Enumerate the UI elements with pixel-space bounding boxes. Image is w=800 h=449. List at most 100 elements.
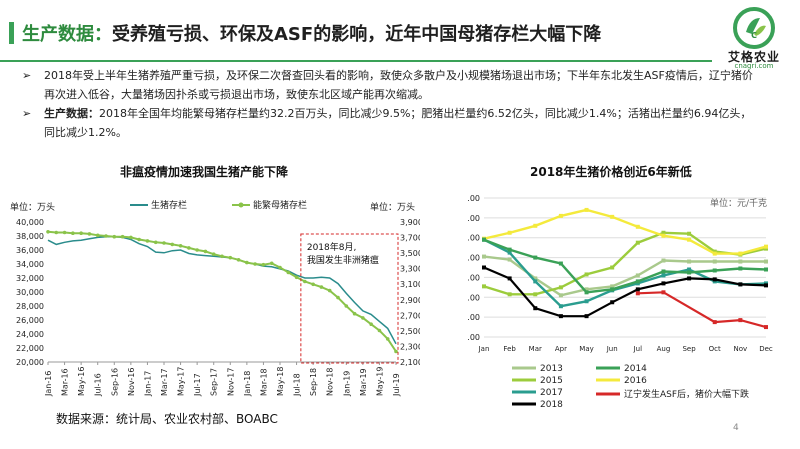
data-point xyxy=(170,242,175,247)
data-point xyxy=(112,234,117,239)
left-tick-label: 24,000 xyxy=(16,330,44,339)
data-point xyxy=(687,267,692,272)
data-point xyxy=(764,267,768,272)
data-point xyxy=(584,290,589,295)
legend-label: 2015 xyxy=(540,376,563,386)
data-point xyxy=(610,287,615,292)
data-point xyxy=(584,299,589,304)
data-point xyxy=(584,314,589,319)
data-point xyxy=(245,260,249,265)
data-point xyxy=(153,240,158,245)
right-tick-label: 3,700 xyxy=(400,234,420,243)
data-point xyxy=(738,266,743,271)
x-tick-label: Jul-16 xyxy=(94,373,103,397)
data-point xyxy=(738,251,743,256)
bullet-item: ➢ 生产数据：2018年全国年均能繁母猪存栏量约32.2百万头，同比减少9.5%… xyxy=(22,104,762,142)
left-tick-label: 36,000 xyxy=(16,246,44,255)
left-tick-label: 38,000 xyxy=(16,232,44,241)
bullet-text: 2018年受上半年生猪养殖严重亏损，及环保二次督查回头看的影响，致使众多散户及小… xyxy=(44,69,753,101)
data-point xyxy=(712,259,717,264)
data-point xyxy=(269,261,274,266)
data-point xyxy=(162,241,166,245)
left-tick-label: 34,000 xyxy=(16,260,44,269)
data-point xyxy=(220,254,224,259)
legend-label: 2017 xyxy=(540,388,563,398)
data-point xyxy=(129,235,133,240)
x-tick-label: Mar-18 xyxy=(259,368,268,396)
left-tick-label: 20,000 xyxy=(16,358,44,367)
data-point xyxy=(178,244,183,248)
x-tick-label: Nov-16 xyxy=(127,368,136,396)
right-tick-label: 3,500 xyxy=(400,249,420,258)
data-point xyxy=(394,349,398,354)
bullet-arrow-icon: ➢ xyxy=(22,107,32,120)
series-line-2014 xyxy=(483,238,767,294)
right-chart-title: 2018年生猪价格创近6年新低 xyxy=(530,165,692,179)
data-point xyxy=(558,314,563,319)
data-point xyxy=(507,292,512,297)
data-point xyxy=(95,233,100,238)
right-tick-label: 3,100 xyxy=(400,280,420,289)
y-tick-label: 16.00 xyxy=(468,254,480,263)
data-point xyxy=(661,233,666,238)
data-point xyxy=(584,287,589,292)
data-point xyxy=(294,275,299,280)
data-point xyxy=(286,270,291,275)
data-point xyxy=(610,300,615,305)
title-rest: 受养殖亏损、环保及ASF的影响，近年中国母猪存栏大幅下降 xyxy=(112,24,602,45)
data-point xyxy=(558,285,563,290)
data-point xyxy=(87,232,92,236)
data-point xyxy=(661,290,666,295)
data-point xyxy=(203,249,208,254)
data-point xyxy=(661,281,666,286)
data-point xyxy=(236,258,241,262)
x-tick-label: Jan-19 xyxy=(342,371,351,397)
data-point xyxy=(507,276,512,281)
data-point xyxy=(253,262,257,266)
page-number: 4 xyxy=(733,423,739,433)
data-point xyxy=(610,284,615,289)
right-tick-label: 2,900 xyxy=(400,296,420,305)
x-tick-label: May-17 xyxy=(177,367,186,396)
x-tick-label: Nov-17 xyxy=(226,368,235,396)
page-title: 生产数据：受养殖亏损、环保及ASF的影响，近年中国母猪存栏大幅下降 xyxy=(22,20,601,46)
data-point xyxy=(558,293,563,298)
annotation-text: 2018年8月, xyxy=(307,241,357,253)
data-point xyxy=(278,265,282,270)
title-divider xyxy=(0,60,712,62)
logo-url: cnagri.com xyxy=(734,62,774,70)
x-tick-label: Sep-18 xyxy=(309,368,318,396)
legend-label: 2014 xyxy=(624,364,647,374)
data-point xyxy=(482,254,486,259)
x-tick-label: Nov xyxy=(734,345,748,353)
data-point xyxy=(635,291,640,296)
data-point xyxy=(635,287,640,292)
y-tick-label: 20.00 xyxy=(468,214,480,223)
x-tick-label: Apr xyxy=(555,345,567,353)
left-tick-label: 26,000 xyxy=(16,316,44,325)
right-tick-label: 2,500 xyxy=(400,327,420,336)
data-point xyxy=(687,259,692,264)
series-line-2015 xyxy=(483,231,767,296)
data-point xyxy=(635,224,640,229)
series-line-2017 xyxy=(483,238,767,308)
x-tick-label: Sep-16 xyxy=(110,368,119,396)
data-point xyxy=(327,288,332,293)
data-point xyxy=(507,257,512,262)
company-logo: C 艾格农业 cnagri.com xyxy=(712,6,796,70)
legend-label: 能繁母猪存栏 xyxy=(253,199,307,211)
data-point xyxy=(352,311,357,316)
data-point xyxy=(303,279,307,284)
data-point xyxy=(369,322,373,326)
data-point xyxy=(584,207,589,212)
series-line-2018 xyxy=(483,266,767,318)
data-point xyxy=(533,276,538,281)
data-point xyxy=(764,244,768,249)
x-tick-label: Mar xyxy=(529,345,542,353)
legend-label: 生猪存栏 xyxy=(151,199,187,211)
x-tick-label: Jul xyxy=(633,345,643,353)
data-point xyxy=(46,230,50,234)
x-tick-label: May-19 xyxy=(375,367,384,396)
data-point xyxy=(712,320,717,325)
x-tick-label: Sep-17 xyxy=(210,368,219,396)
